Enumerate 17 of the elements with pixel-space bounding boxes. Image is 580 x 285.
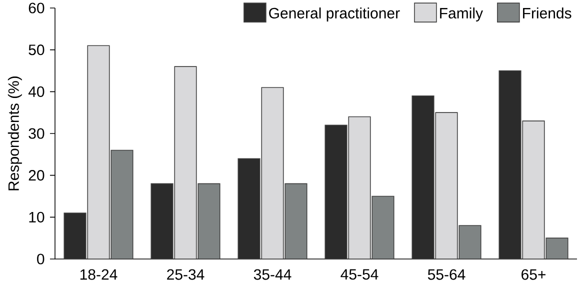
y-axis-title: Respondents (%) <box>8 76 22 190</box>
y-tick-label: 40 <box>28 86 44 97</box>
y-tick-label: 0 <box>37 254 44 264</box>
legend-label: General practitioner <box>269 8 400 22</box>
x-tick-label: 65+ <box>522 269 546 280</box>
y-tick-label: 50 <box>28 44 44 56</box>
y-tick-label: 30 <box>28 128 44 139</box>
y-tick-label: 60 <box>28 2 44 14</box>
y-tick-label: 10 <box>29 212 44 222</box>
y-tick-label: 20 <box>28 170 44 181</box>
x-tick-label: 45-54 <box>340 269 378 280</box>
legend-label: Family <box>440 8 483 22</box>
legend-label: Friends <box>523 8 572 19</box>
x-tick-label: 25-34 <box>167 269 204 280</box>
x-tick-label: 35-44 <box>254 269 292 280</box>
x-tick-label: 18-24 <box>80 269 118 280</box>
x-tick-label: 55-64 <box>428 269 466 280</box>
